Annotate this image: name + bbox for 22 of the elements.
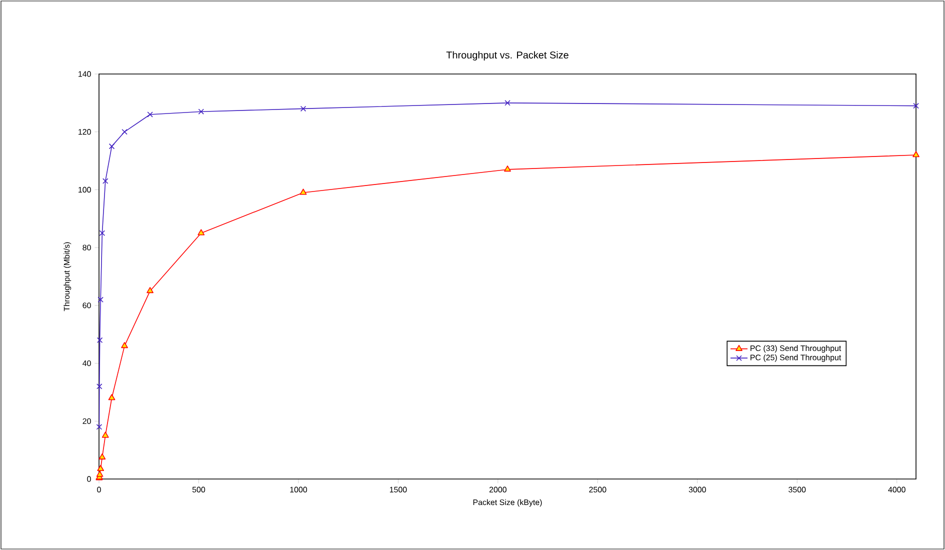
point	[122, 128, 128, 135]
point	[300, 106, 306, 112]
point	[108, 394, 116, 400]
point	[504, 166, 511, 172]
point	[121, 342, 128, 348]
point	[96, 337, 103, 344]
point	[96, 424, 102, 430]
point	[146, 287, 154, 294]
point	[98, 296, 104, 303]
chart-title: Throughput vs. Packet Size	[446, 51, 568, 60]
point	[300, 188, 307, 195]
point	[913, 102, 919, 109]
point	[108, 143, 115, 150]
point	[912, 151, 920, 158]
point	[504, 100, 510, 106]
point	[198, 108, 204, 114]
point	[99, 230, 106, 236]
point	[96, 384, 102, 390]
point	[102, 432, 109, 438]
point	[198, 229, 205, 236]
point	[147, 112, 153, 118]
point	[102, 178, 108, 184]
